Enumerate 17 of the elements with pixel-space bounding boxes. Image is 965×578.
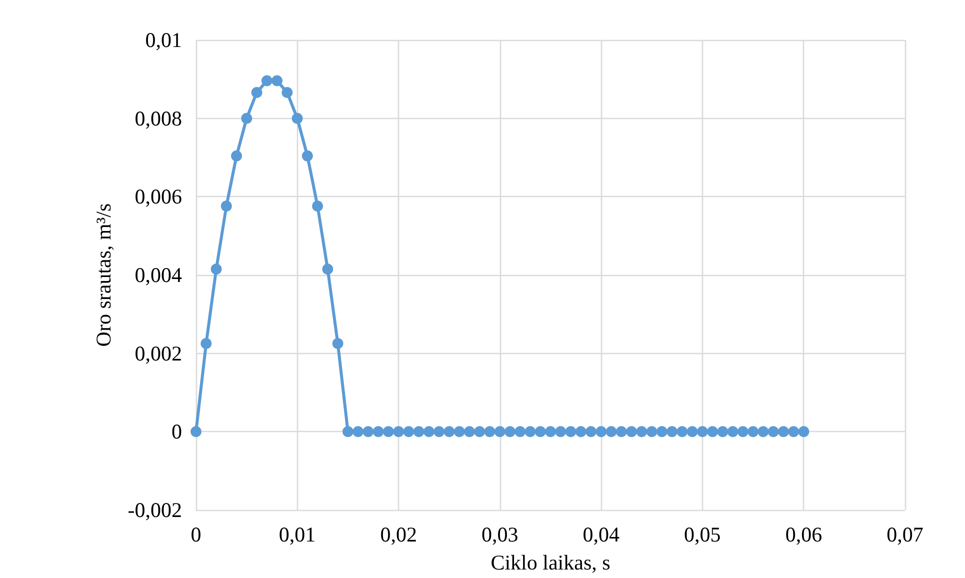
x-tick-label: 0,02	[380, 522, 417, 546]
x-tick-label: 0,03	[481, 522, 518, 546]
x-tick-label: 0,05	[684, 522, 721, 546]
x-tick-label: 0,07	[886, 522, 924, 546]
x-tick-label: 0	[190, 522, 202, 546]
x-tick-label: 0,04	[582, 522, 620, 546]
x-tick-label: 0,06	[785, 522, 822, 546]
y-tick-label: 0,008	[134, 106, 182, 130]
y-tick-label: 0,004	[134, 263, 182, 287]
y-tick-label: 0,002	[134, 341, 182, 366]
y-tick-label: 0	[172, 420, 182, 444]
y-tick-label: 0,006	[134, 184, 182, 209]
y-tick-label: -0,002	[128, 498, 182, 522]
y-tick-label: 0,01	[145, 28, 182, 52]
x-tick-label: 0,01	[278, 522, 316, 546]
x-axis-title: Ciklo laikas, s	[490, 550, 610, 574]
y-axis-title: Oro srautas, m³/s	[92, 203, 116, 347]
